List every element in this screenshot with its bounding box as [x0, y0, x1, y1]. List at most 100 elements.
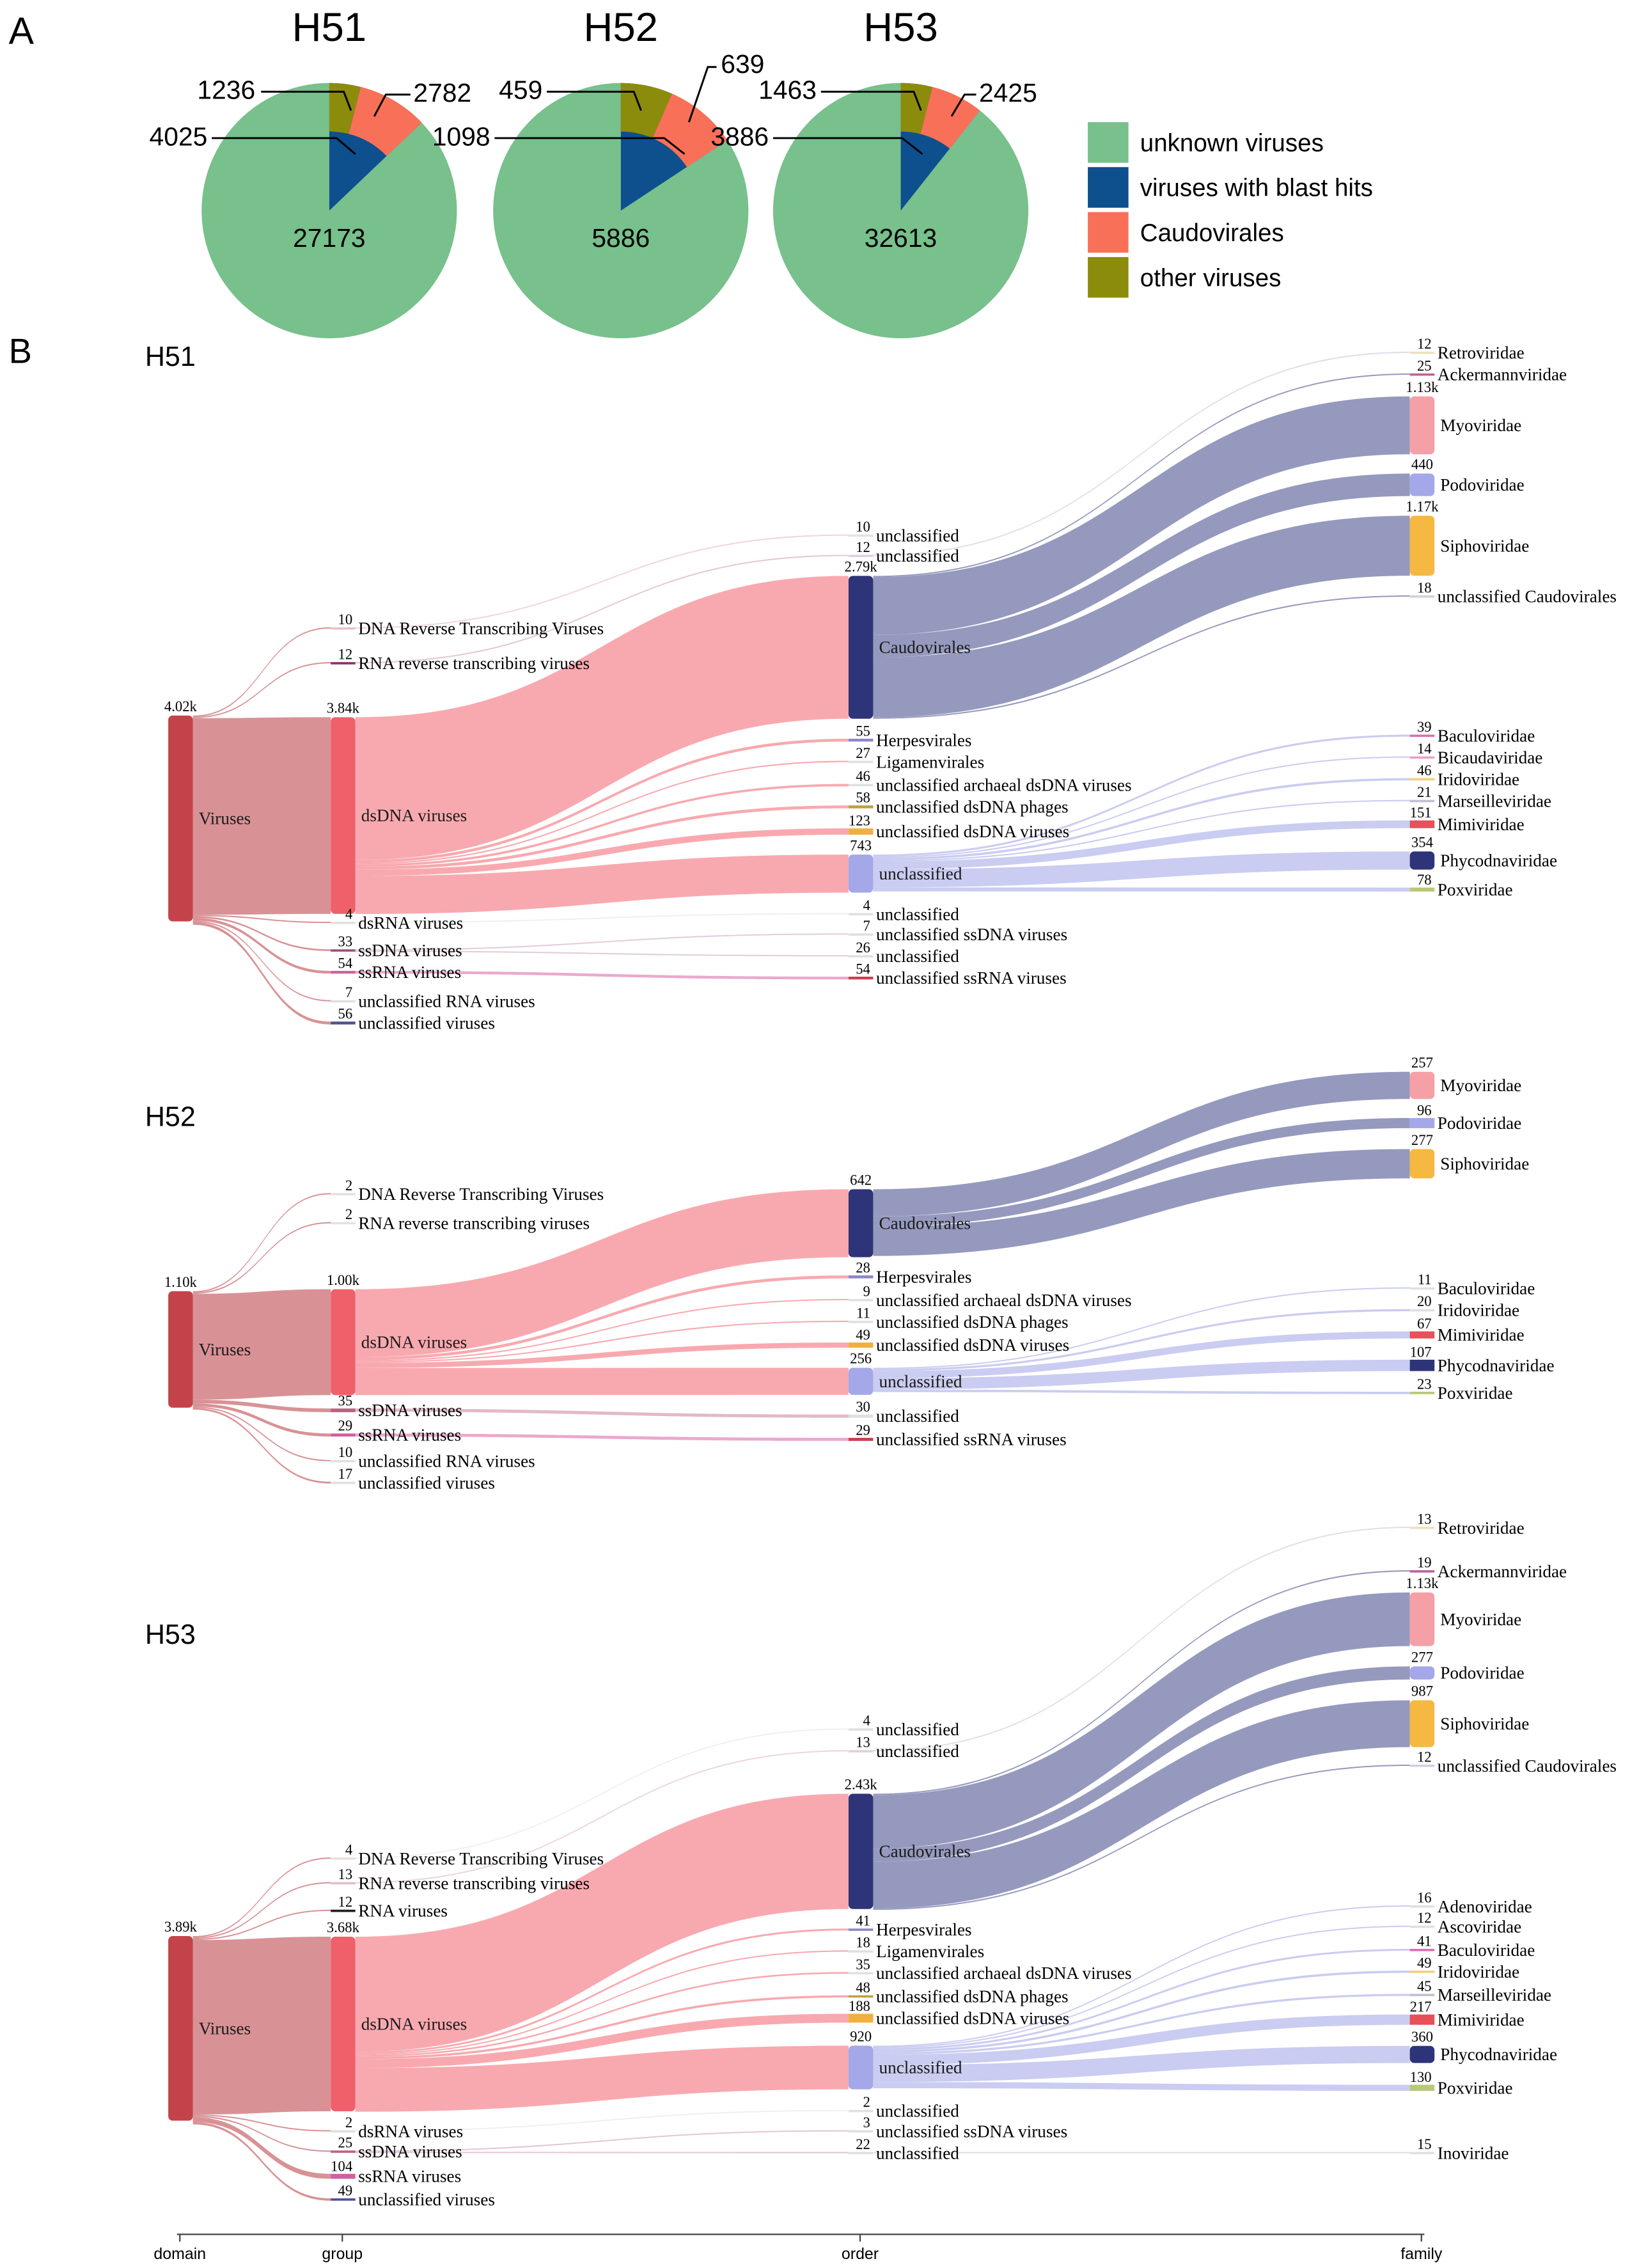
sankey-link-u743-to-pox: [873, 887, 1410, 892]
node-value: 1.13k: [1406, 1575, 1439, 1591]
sankey-link-ssr-to-ussr: [355, 1433, 849, 1441]
node-value: 1.17k: [1406, 499, 1439, 515]
sankey-node-drt: [331, 1857, 356, 1860]
sankey-link-v-to-rna: [192, 1909, 331, 1941]
pie-leader-line-other: [261, 90, 352, 111]
sankey-node-retro: [1409, 351, 1435, 354]
node-label: Ackermannviridae: [1438, 365, 1567, 384]
sankey-link-ds-to-udv: [355, 2013, 849, 2068]
node-label: Herpesvirales: [876, 1267, 972, 1286]
sankey-node-ucau: [1409, 595, 1435, 598]
node-value: 96: [1417, 1103, 1432, 1119]
legend-label: Caudovirales: [1140, 219, 1284, 247]
node-value: 12: [1417, 1910, 1432, 1926]
node-label: unclassified: [876, 2102, 959, 2121]
node-label: unclassified: [879, 1372, 962, 1391]
node-value: 49: [856, 1327, 870, 1343]
node-label: dsDNA viruses: [361, 806, 467, 825]
sankey-link-u743-to-mar: [873, 799, 1410, 862]
node-label: Iridoviridae: [1438, 1962, 1519, 1981]
sankey-node-cau: [848, 1793, 874, 1909]
sankey-link-u743-to-iri: [873, 778, 1410, 860]
sankey-node-pha: [848, 805, 874, 808]
pie-slice-other: [329, 83, 361, 134]
sankey-node-v: [168, 1291, 193, 1408]
node-label: Myoviridae: [1440, 1076, 1521, 1095]
panel-label-b: B: [9, 331, 32, 370]
sankey-node-ssd: [331, 2150, 356, 2153]
node-value: 54: [856, 961, 870, 977]
pie-leader-line-blast_hits: [494, 137, 686, 155]
node-value: 49: [1417, 1955, 1432, 1971]
sankey-node-sipho: [1409, 1149, 1435, 1179]
sankey-link-dsr-to-o_u4: [355, 913, 849, 924]
node-value: 12: [338, 1894, 352, 1910]
sankey-node-arc: [848, 1972, 874, 1974]
node-label: dsRNA viruses: [358, 913, 463, 933]
pie-slice-caudovirales: [349, 86, 422, 157]
sankey-link-v-to-ssr: [192, 1403, 331, 1437]
sankey-link-cau-to-podo: [873, 1666, 1410, 1862]
pie-leader-line-caudovirales: [687, 66, 717, 123]
node-value: 20: [1417, 1293, 1432, 1309]
node-label: Siphoviridae: [1440, 1154, 1529, 1174]
node-label: Retroviridae: [1438, 343, 1525, 363]
sankey-node-o_u2: [848, 2109, 874, 2113]
node-label: unclassified ssRNA viruses: [876, 1430, 1067, 1449]
node-value: 45: [1417, 1978, 1432, 1994]
node-label: unclassified dsDNA viruses: [876, 822, 1069, 841]
pie-slice-unknown: [201, 83, 457, 338]
node-label: Baculoviridae: [1438, 1279, 1535, 1298]
pie-chart-h51: H51 27173 1236 2782 4025: [150, 5, 471, 338]
sankey-link-cau-to-acker: [873, 1570, 1410, 1795]
pie-label-other: 1463: [758, 75, 817, 105]
pie-chart-h52: H52 5886 459 639 1098: [432, 5, 764, 338]
sankey-node-u920: [848, 2045, 874, 2090]
node-label: unclassified: [876, 526, 959, 545]
node-value: 123: [849, 813, 870, 829]
sankey-node-phy: [1409, 2045, 1435, 2063]
sankey-node-uv: [331, 1481, 356, 1484]
sankey-node-o_u13: [848, 1750, 874, 1752]
sankey-link-v-to-ur: [192, 920, 331, 1002]
sankey-node-pox: [1409, 2084, 1435, 2091]
sankey-link-rrt-to-o_u13: [355, 1750, 849, 1884]
sankey-node-phy: [1409, 1359, 1435, 1371]
sankey-link-ssd-to-ussd: [355, 2130, 849, 2152]
pie-label-caudovirales: 639: [721, 49, 764, 79]
node-value: 1.13k: [1406, 379, 1439, 395]
sankey-node-cau: [848, 1189, 874, 1257]
node-value: 256: [850, 1351, 872, 1367]
node-label: Herpesvirales: [876, 730, 972, 750]
pie-chart-h53: H53 32613 1463 2425 3886: [710, 5, 1037, 338]
sankey-link-cau-to-sipho: [873, 1149, 1410, 1256]
node-label: Mimiviridae: [1438, 2010, 1525, 2029]
sankey-link-ssd-to-o_u22: [355, 2152, 849, 2154]
node-value: 1.00k: [327, 1272, 360, 1288]
node-label: Marseilleviridae: [1438, 1985, 1551, 2004]
pie-slice-caudovirales: [652, 93, 728, 168]
node-label: Phycodnaviridae: [1438, 1356, 1555, 1375]
sankey-link-ds-to-u256: [355, 1367, 849, 1396]
node-label: Baculoviridae: [1438, 1941, 1535, 1960]
node-label: unclassified archaeal dsDNA viruses: [876, 1964, 1132, 1983]
node-value: 29: [338, 1418, 352, 1434]
pie-label-caudovirales: 2425: [979, 78, 1037, 107]
legend-label: unknown viruses: [1140, 129, 1324, 157]
pie-label-unknown: 27173: [293, 223, 365, 253]
legend-swatch: [1088, 122, 1129, 163]
node-label: unclassified: [876, 546, 959, 565]
node-label: unclassified: [876, 1406, 959, 1426]
node-label: Iridoviridae: [1438, 1301, 1519, 1320]
sankey-link-ds-to-cau: [355, 576, 849, 860]
node-label: unclassified ssDNA viruses: [876, 925, 1067, 944]
node-value: 29: [856, 1422, 870, 1438]
node-value: 54: [338, 955, 352, 971]
sankey-node-pox: [1409, 887, 1435, 892]
pie-label-unknown: 32613: [865, 223, 937, 253]
sankey-link-u743-to-mim: [873, 820, 1410, 870]
node-value: 4: [863, 1713, 870, 1729]
axis-label-group: group: [322, 2245, 363, 2263]
node-label: Mimiviridae: [1438, 815, 1525, 834]
legend-swatch: [1088, 212, 1129, 253]
